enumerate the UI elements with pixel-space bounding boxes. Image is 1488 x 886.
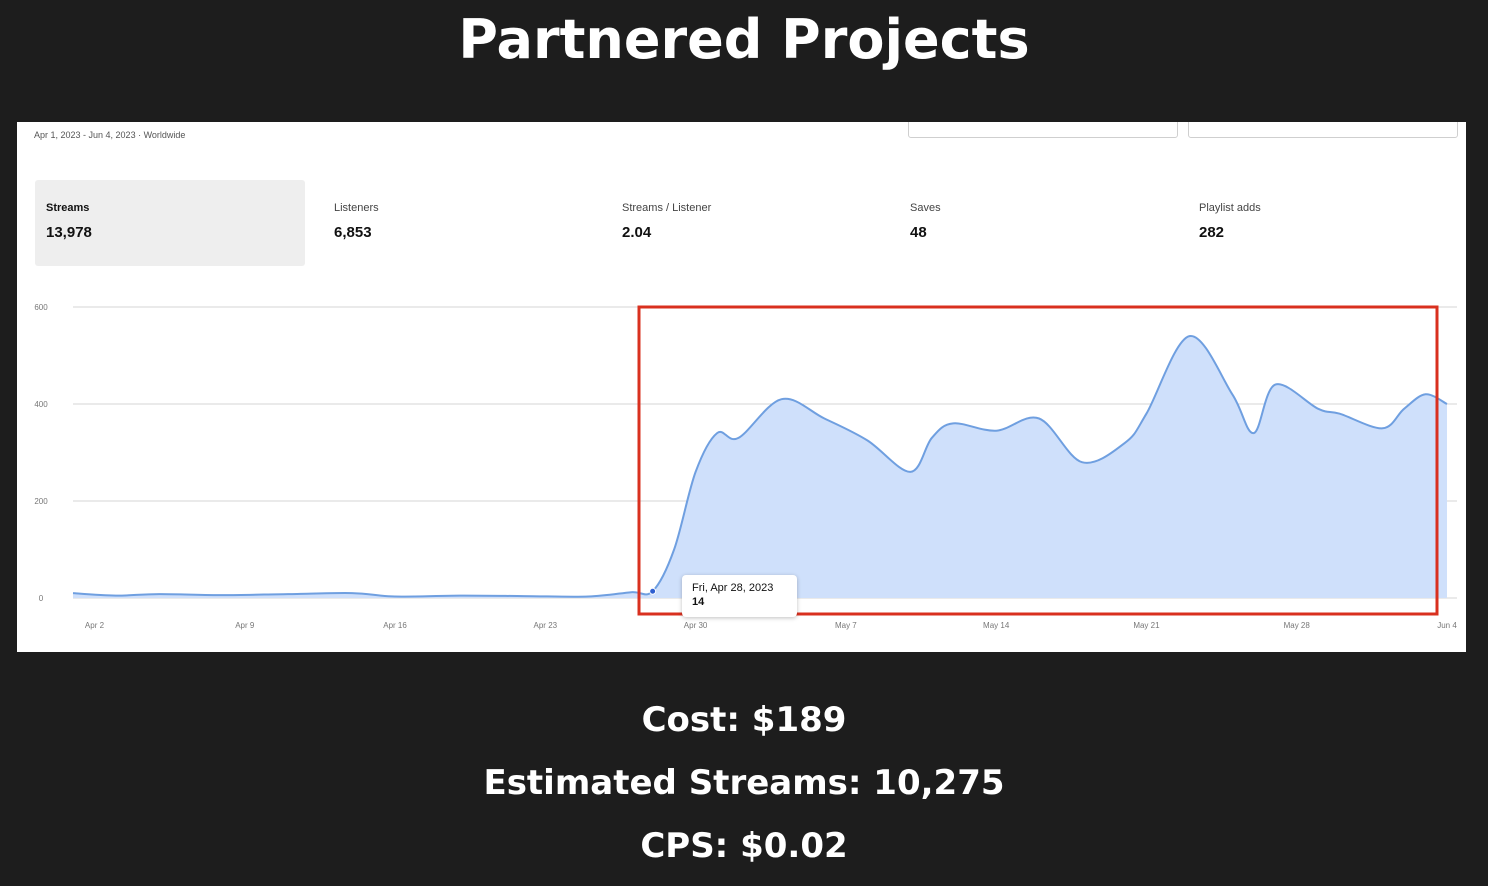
filter-dropdown-1[interactable] — [908, 122, 1178, 138]
metric-label: Streams / Listener — [622, 202, 712, 214]
tooltip-date: Fri, Apr 28, 2023 — [692, 582, 774, 594]
date-range-label: Apr 1, 2023 - Jun 4, 2023 · Worldwide — [34, 130, 186, 140]
metric-label: Playlist adds — [1199, 202, 1261, 214]
metric-value: 48 — [910, 224, 927, 241]
metric-tab-streams[interactable]: Streams 13,978 — [35, 180, 305, 266]
metric-tab-listeners[interactable]: Listeners 6,853 — [323, 180, 593, 266]
x-tick-label: May 7 — [835, 621, 857, 630]
tooltip-value: 14 — [692, 596, 705, 608]
metric-value: 282 — [1199, 224, 1225, 241]
x-tick-label: Apr 23 — [534, 621, 558, 630]
metric-tab-saves[interactable]: Saves 48 — [899, 180, 1169, 266]
x-tick-label: Apr 30 — [684, 621, 708, 630]
x-tick-label: Apr 9 — [235, 621, 255, 630]
slide-title: Partnered Projects — [458, 8, 1030, 71]
x-tick-label: Apr 16 — [383, 621, 407, 630]
analytics-panel: Apr 1, 2023 - Jun 4, 2023 · Worldwide St… — [17, 122, 1466, 652]
metric-tab-streams-per-listener[interactable]: Streams / Listener 2.04 — [611, 180, 881, 266]
estimated-streams-text: Estimated Streams: 10,275 — [483, 763, 1005, 803]
metric-value: 13,978 — [46, 224, 92, 241]
streams-chart: 0 200 400 600 Apr 2 Apr 9 Apr 16 Apr 23 Apr 30 Ma… — [34, 303, 1457, 630]
metric-label: Listeners — [334, 202, 379, 214]
highlight-box — [637, 305, 1439, 616]
cost-text: Cost: $189 — [641, 700, 847, 740]
y-tick-label: 200 — [34, 497, 48, 506]
x-tick-label: May 28 — [1284, 621, 1311, 630]
chart-ticks: 0 200 400 600 Apr 2 Apr 9 Apr 16 Apr 23 Apr 30 Ma… — [34, 303, 1457, 630]
cps-text: CPS: $0.02 — [640, 826, 848, 866]
y-tick-label: 400 — [34, 400, 48, 409]
series-line — [72, 335, 1448, 598]
filter-dropdown-2[interactable] — [1188, 122, 1458, 138]
metric-label: Streams — [46, 202, 90, 214]
x-tick-label: May 21 — [1133, 621, 1160, 630]
series-area — [73, 335, 1447, 598]
chart-tooltip: Fri, Apr 28, 2023 14 — [682, 575, 797, 617]
y-tick-label: 600 — [34, 303, 48, 312]
metric-label: Saves — [910, 202, 941, 214]
x-tick-label: May 14 — [983, 621, 1010, 630]
metric-tab-playlist-adds[interactable]: Playlist adds 282 — [1188, 180, 1458, 266]
x-tick-label: Jun 4 — [1437, 621, 1457, 630]
x-tick-label: Apr 2 — [85, 621, 105, 630]
tooltip-point — [649, 587, 657, 595]
metric-value: 2.04 — [622, 224, 652, 241]
y-tick-label: 0 — [39, 594, 44, 603]
metric-value: 6,853 — [334, 224, 372, 241]
chart-area-layer — [72, 335, 1448, 598]
